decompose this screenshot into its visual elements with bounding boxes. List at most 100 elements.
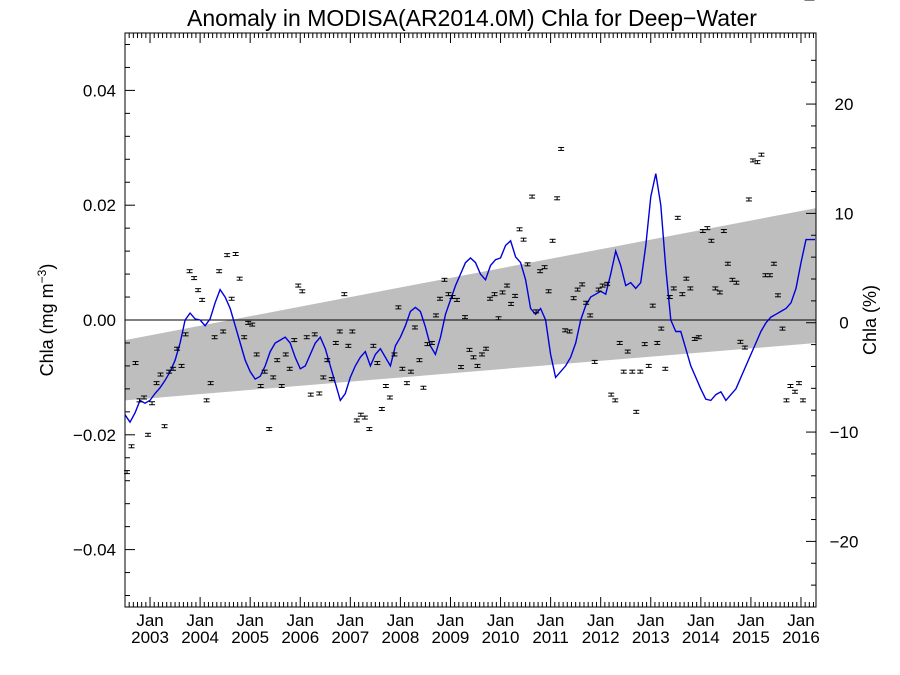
data-point (608, 392, 615, 397)
data-point (533, 309, 540, 314)
x-tick-month-label: Jan (186, 611, 213, 630)
data-point (674, 215, 681, 220)
data-point (783, 398, 790, 403)
x-tick-month-label: Jan (287, 611, 314, 630)
data-point (537, 269, 544, 274)
data-point (407, 369, 414, 374)
data-point (754, 160, 761, 165)
x-tick-month-label: Jan (587, 611, 614, 630)
data-point (554, 196, 561, 201)
data-point (270, 375, 277, 380)
data-point (791, 389, 798, 394)
data-point (316, 391, 323, 396)
data-point (441, 277, 448, 282)
data-point (670, 286, 677, 291)
data-point (587, 313, 594, 318)
data-point (545, 289, 552, 294)
x-tick-year-label: 2004 (181, 628, 219, 647)
data-point (549, 238, 556, 243)
data-point (712, 286, 719, 291)
y2-tick-label: −10 (830, 423, 859, 442)
data-point (558, 146, 565, 151)
x-tick-month-label: Jan (537, 611, 564, 630)
data-point (395, 305, 402, 310)
data-point (274, 358, 281, 363)
data-point (232, 251, 239, 256)
data-point (687, 286, 694, 291)
smoothed-series-line (124, 173, 815, 424)
data-point (570, 296, 577, 301)
data-point (241, 335, 248, 340)
x-tick-year-label: 2014 (682, 628, 720, 647)
data-point (186, 269, 193, 274)
data-point (666, 295, 673, 300)
data-point (203, 398, 210, 403)
data-point (228, 296, 235, 301)
trend-band-layer (125, 208, 816, 401)
data-point (436, 296, 443, 301)
data-point (253, 352, 260, 357)
data-point (733, 280, 740, 285)
right-axis-ticks: −20 −10 0 10 20 (806, 59, 859, 586)
data-points-layer (124, 0, 815, 475)
data-point (428, 340, 435, 345)
data-point (453, 297, 460, 302)
x-tick-month-label: Jan (787, 611, 814, 630)
smoothed-line-layer (124, 173, 815, 424)
y2-tick-label: −20 (830, 532, 859, 551)
data-point (174, 346, 181, 351)
data-point (432, 313, 439, 318)
data-point (182, 332, 189, 337)
y2-tick-label: 10 (835, 204, 854, 223)
data-point (579, 282, 586, 287)
data-point (629, 369, 636, 374)
data-point (328, 377, 335, 382)
data-point (161, 424, 168, 429)
data-point (345, 343, 352, 348)
data-point (336, 329, 343, 334)
right-axis-label: Chla (%) (860, 285, 880, 355)
x-tick-year-label: 2005 (231, 628, 269, 647)
data-point (766, 273, 773, 278)
data-point (645, 363, 652, 368)
data-point (679, 292, 686, 297)
data-point (504, 283, 511, 288)
x-tick-year-label: 2016 (782, 628, 820, 647)
data-point (199, 297, 206, 302)
data-point (266, 427, 273, 432)
data-point (470, 355, 477, 360)
data-point (157, 372, 164, 377)
data-point (512, 293, 519, 298)
data-point (424, 342, 431, 347)
data-point (787, 384, 794, 389)
data-point (170, 366, 177, 371)
data-point (737, 339, 744, 344)
data-point (495, 316, 502, 321)
trend-band (125, 208, 816, 401)
data-point (720, 229, 727, 234)
data-point (595, 287, 602, 292)
data-point (741, 345, 748, 350)
y-tick-label: 0.04 (83, 81, 116, 100)
data-point (149, 401, 156, 406)
data-point (799, 398, 806, 403)
x-tick-year-label: 2012 (582, 628, 620, 647)
data-point (566, 329, 573, 334)
x-tick-year-label: 2011 (532, 628, 569, 647)
data-point (249, 322, 256, 327)
x-tick-month-label: Jan (487, 611, 514, 630)
data-point (591, 359, 598, 364)
data-point (320, 375, 327, 380)
x-tick-year-label: 2006 (281, 628, 319, 647)
data-point (524, 262, 531, 267)
x-tick-month-label: Jan (637, 611, 664, 630)
y2-tick-label: 20 (835, 95, 854, 114)
data-point (745, 197, 752, 202)
data-point (195, 288, 202, 293)
x-tick-month-label: Jan (687, 611, 714, 630)
data-point (207, 381, 214, 386)
data-point (624, 349, 631, 354)
data-point (245, 320, 252, 325)
data-point (683, 276, 690, 281)
